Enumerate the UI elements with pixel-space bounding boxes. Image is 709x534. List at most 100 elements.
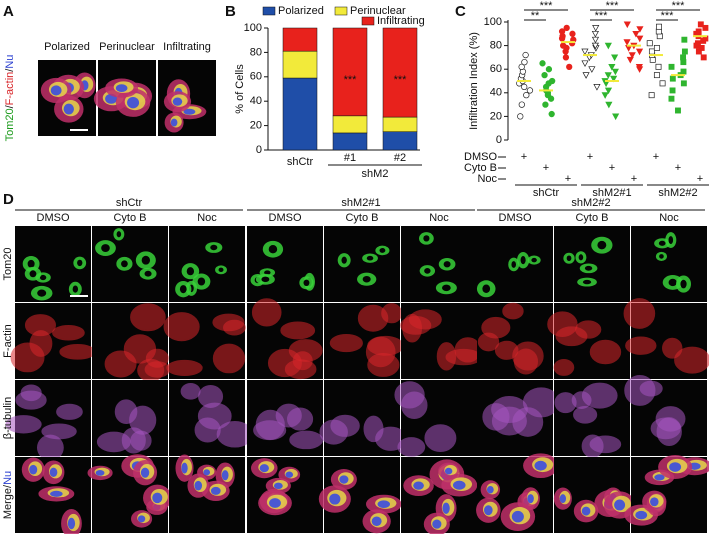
point (632, 30, 640, 38)
nucleus (194, 480, 203, 491)
nucleus (486, 485, 494, 494)
column-label: Noc (197, 212, 217, 224)
cell (163, 312, 200, 342)
cell (650, 417, 681, 440)
nucleus (50, 85, 62, 96)
nucleus (221, 470, 229, 481)
nucleus-void (268, 245, 278, 254)
nucleus-void (101, 244, 110, 253)
point (541, 71, 548, 79)
point (680, 54, 687, 61)
nucleus-void (37, 289, 47, 297)
point (655, 63, 662, 70)
point (648, 92, 655, 99)
nucleus (511, 510, 524, 523)
nucleus-void (366, 255, 374, 261)
nucleus-void (578, 254, 584, 261)
point (680, 68, 687, 75)
cell (292, 351, 313, 371)
nucleus-void (197, 277, 206, 286)
cell (408, 309, 442, 330)
nucleus (559, 494, 567, 504)
point (697, 21, 704, 28)
bar-segment (282, 27, 318, 52)
cell (280, 321, 316, 340)
point (653, 45, 660, 51)
plus-sign: + (697, 173, 703, 185)
point (518, 63, 525, 70)
nucleus (152, 492, 163, 504)
point (569, 30, 576, 37)
bar-segment (332, 115, 368, 134)
nucleus (127, 96, 140, 109)
nucleus (285, 471, 294, 478)
nucleus-void (584, 265, 593, 271)
nucleus-void (659, 254, 664, 259)
column-label: Perinuclear (99, 41, 155, 53)
point (653, 72, 660, 79)
cell (589, 339, 622, 365)
cell (56, 403, 83, 420)
annotation: *** (606, 0, 620, 12)
point (623, 21, 631, 29)
micrograph (324, 226, 400, 302)
point (521, 58, 528, 66)
cell (553, 358, 575, 376)
row-label-part: Merge (2, 488, 14, 519)
bar-segment (382, 116, 418, 132)
legend-label: Infiltrating (377, 15, 425, 27)
y-label-part: / (4, 68, 16, 72)
annotation: ** (531, 10, 540, 22)
point (523, 92, 530, 99)
cell (130, 430, 152, 451)
point (562, 54, 570, 61)
treatment-label: DMSO (464, 151, 497, 163)
point (623, 39, 631, 46)
point (702, 24, 709, 31)
column-label: Cyto B (113, 212, 146, 224)
nucleus (534, 460, 547, 471)
y-label-part: Nu (4, 55, 16, 69)
bar-segment (282, 50, 318, 79)
y-tick-label: 20 (250, 120, 262, 132)
bar-segment (382, 27, 418, 118)
nucleus-void (658, 240, 666, 246)
point (521, 83, 528, 91)
cell (255, 409, 285, 440)
cell (180, 382, 201, 400)
cell (401, 391, 428, 420)
point (604, 72, 612, 79)
point (628, 52, 636, 59)
plus-sign: + (653, 151, 659, 163)
cell (589, 435, 622, 454)
micrograph (247, 226, 323, 302)
nucleus (63, 103, 74, 115)
nucleus-void (116, 231, 122, 238)
cell (59, 344, 96, 360)
nucleus (210, 486, 221, 495)
nucleus (432, 519, 442, 529)
cell (289, 430, 324, 450)
legend-swatch (361, 16, 375, 26)
column-label: Noc (659, 212, 679, 224)
x-tick-label: #1 (344, 152, 356, 164)
point (563, 24, 570, 32)
nucleus-void (77, 259, 83, 267)
point (548, 110, 555, 118)
nucleus (444, 467, 453, 475)
nucleus-void (520, 256, 526, 265)
point (698, 45, 705, 51)
nucleus (203, 469, 211, 476)
nucleus (581, 506, 591, 516)
nucleus-void (668, 278, 677, 287)
point (549, 77, 556, 85)
cell (424, 424, 457, 453)
nucleus-void (341, 256, 347, 264)
cell (329, 333, 363, 353)
plus-sign: + (631, 173, 637, 185)
point (656, 23, 662, 30)
point (545, 66, 553, 73)
column-label: Cyto B (345, 212, 378, 224)
bar-segment (332, 27, 368, 117)
